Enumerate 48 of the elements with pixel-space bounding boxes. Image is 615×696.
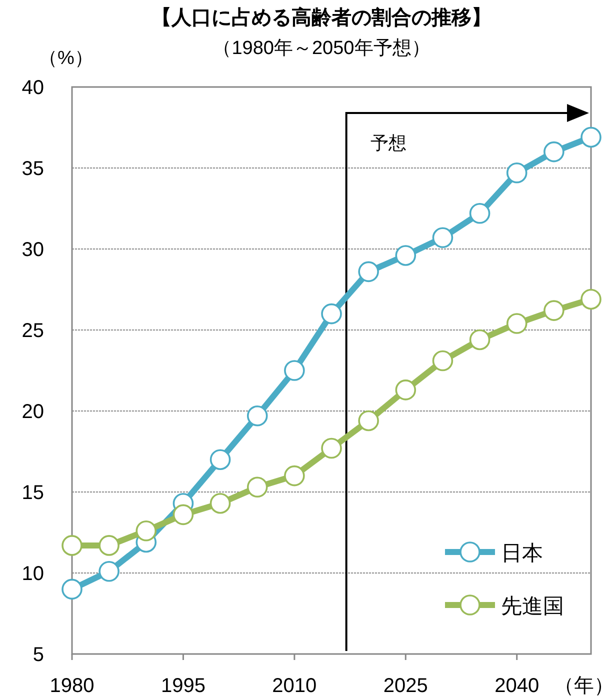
point <box>469 202 490 224</box>
point <box>432 350 454 372</box>
y-tick-label: 25 <box>22 320 44 342</box>
point <box>136 520 157 542</box>
point <box>395 245 416 266</box>
y-tick-label: 30 <box>22 239 44 261</box>
point <box>432 227 454 248</box>
x-axis-title: （年） <box>554 675 614 696</box>
point <box>506 313 528 334</box>
point <box>98 535 120 556</box>
y-tick-label: 15 <box>22 482 44 504</box>
point <box>62 535 82 556</box>
ref-line-label: 予想 <box>370 133 406 153</box>
y-tick-label: 40 <box>22 77 44 99</box>
point <box>246 476 268 498</box>
point <box>321 438 342 459</box>
point <box>284 465 305 486</box>
point <box>210 492 231 514</box>
x-tick-label: 2040 <box>494 675 540 696</box>
legend-label: 日本 <box>501 542 543 565</box>
x-tick-label: 1995 <box>160 675 206 696</box>
y-axis-title: （%） <box>38 48 94 69</box>
point <box>210 449 231 470</box>
point <box>246 405 268 426</box>
point <box>580 126 602 148</box>
point <box>544 141 564 162</box>
point <box>580 288 602 310</box>
x-tick-label: 2010 <box>272 675 317 696</box>
y-tick-label: 10 <box>22 563 44 585</box>
point <box>395 380 416 400</box>
point <box>62 578 82 600</box>
chart-subtitle: （1980年～2050年予想） <box>212 38 430 59</box>
point <box>544 300 564 321</box>
y-tick-label: 5 <box>32 644 44 666</box>
point <box>358 261 379 282</box>
point <box>172 504 194 526</box>
point <box>321 303 342 324</box>
legend-label: 先進国 <box>501 595 564 618</box>
point <box>506 162 528 184</box>
point <box>98 560 120 582</box>
x-tick-label: 2025 <box>383 675 428 696</box>
point <box>469 329 490 350</box>
y-tick-label: 20 <box>22 401 44 423</box>
y-tick-label: 35 <box>22 158 44 180</box>
x-tick-label: 1980 <box>50 675 94 696</box>
point <box>358 410 379 432</box>
point <box>284 360 305 381</box>
chart-title: 【人口に占める高齢者の割合の推移】 <box>152 6 492 29</box>
